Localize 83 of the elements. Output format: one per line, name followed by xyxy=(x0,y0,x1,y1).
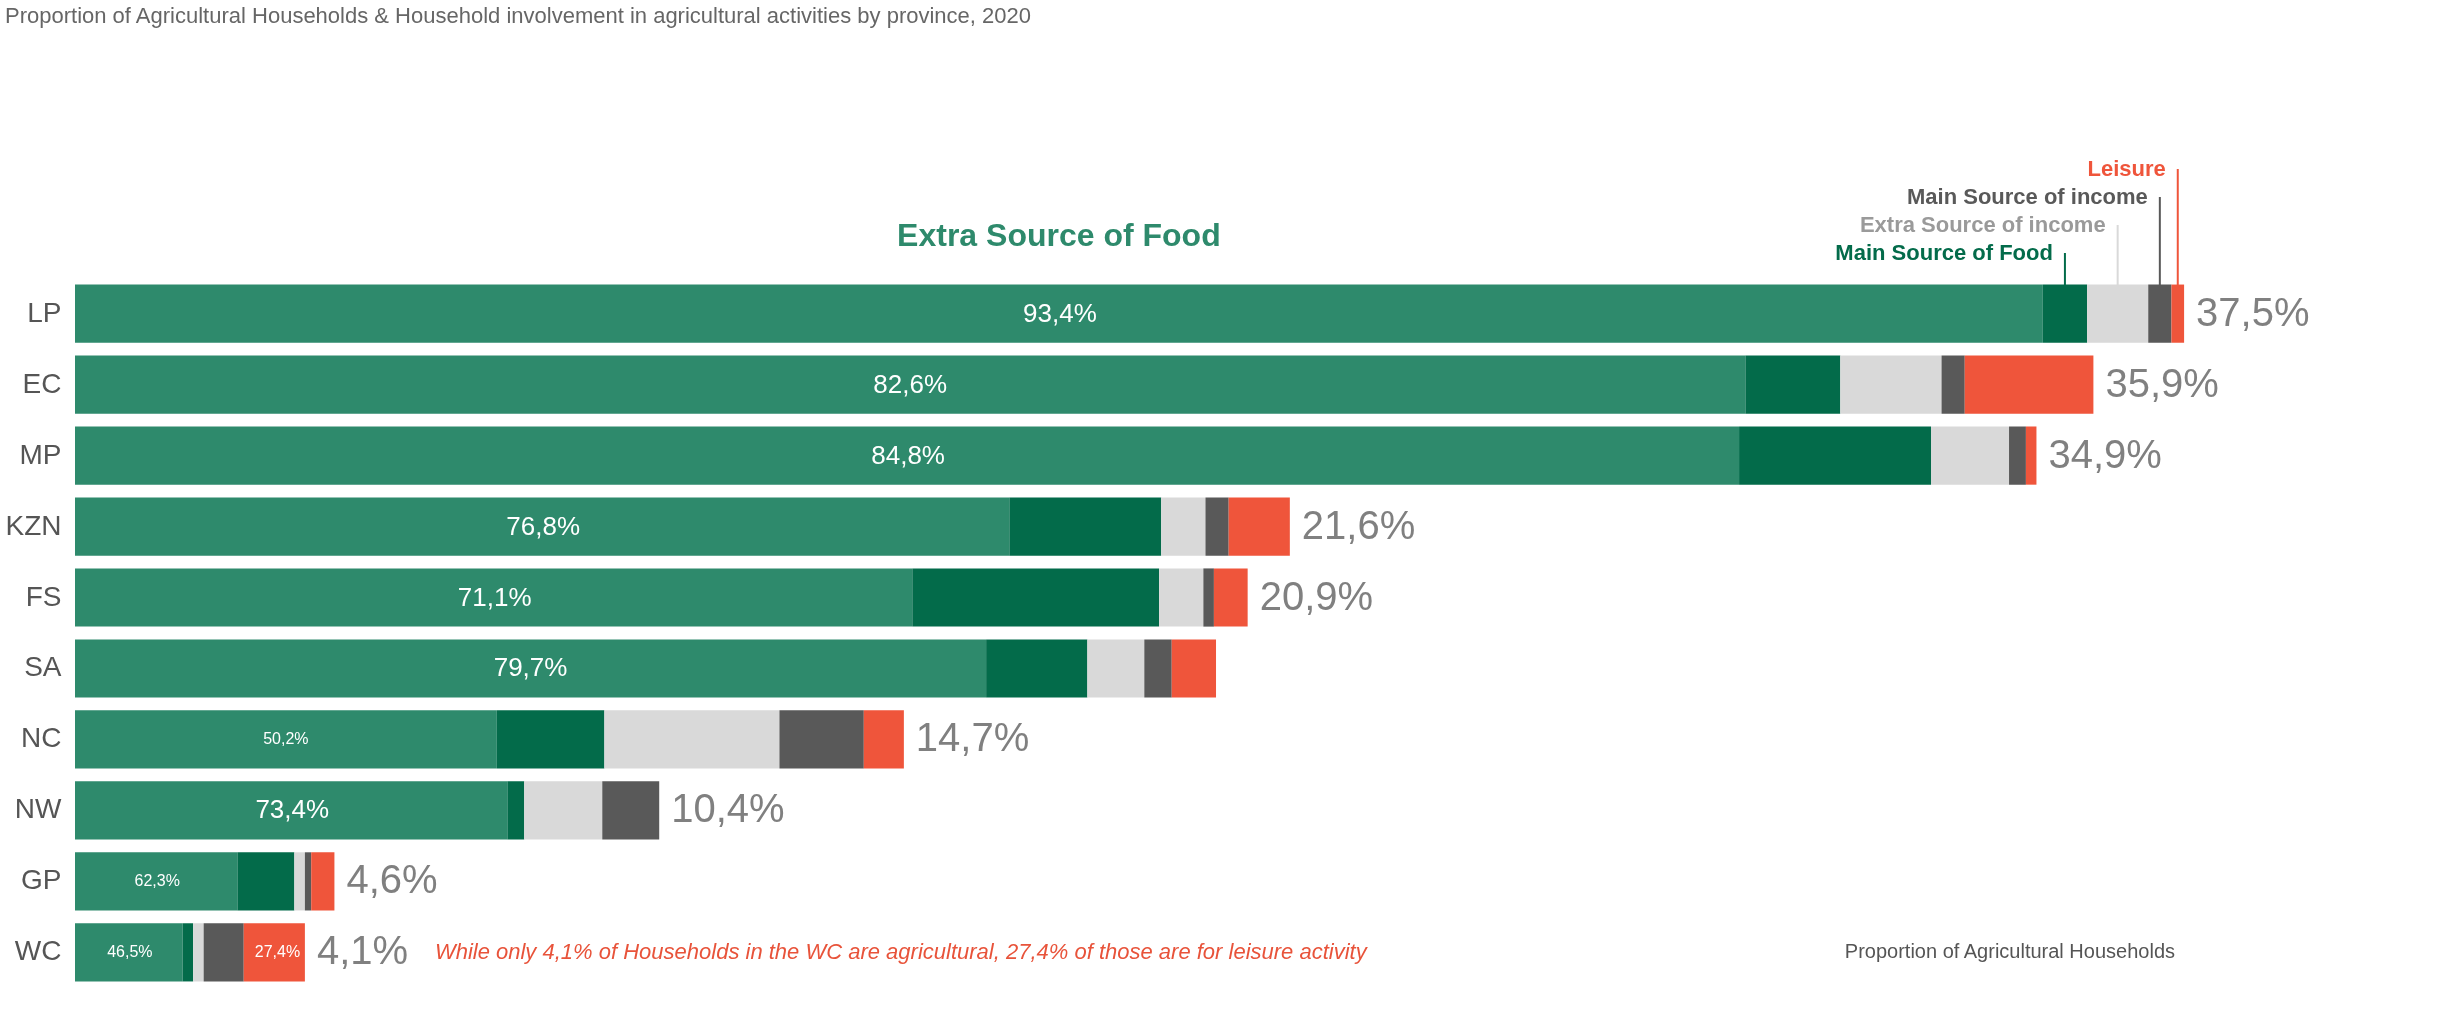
annotation: 4,1% xyxy=(316,928,409,973)
annotation: 14,7% xyxy=(915,715,1030,760)
bar xyxy=(203,923,244,982)
bar xyxy=(1931,426,2010,485)
annotation: 79,7% xyxy=(493,652,568,683)
bar xyxy=(524,781,603,840)
bar xyxy=(1964,355,2094,414)
bar xyxy=(75,923,183,982)
y-tick-label: KZN xyxy=(5,509,62,541)
bar xyxy=(75,426,1740,485)
chart-title: Proportion of Agricultural Households & Household involvement in agricultural activities by province, 2020 xyxy=(5,3,1031,28)
bar xyxy=(294,852,305,911)
bar xyxy=(2025,426,2037,485)
series-label: Main Source of Food xyxy=(1835,240,2053,265)
bar xyxy=(779,710,864,769)
y-tick-label: LP xyxy=(27,296,62,328)
bar xyxy=(1144,639,1172,698)
annotation: 27,4% xyxy=(254,943,301,961)
text: Leisure xyxy=(2087,156,2166,181)
bar xyxy=(75,355,1746,414)
bar xyxy=(304,852,312,911)
annotation: 73,4% xyxy=(255,794,330,825)
annotation: 37,5% xyxy=(2196,289,2310,334)
annotation: 4,6% xyxy=(346,857,438,902)
annotation: 84,8% xyxy=(871,439,945,470)
annotation: 50,2% xyxy=(263,730,309,748)
text: Main Source of income xyxy=(1907,184,2148,209)
annotation: 35,9% xyxy=(2105,360,2219,405)
bar xyxy=(986,639,1088,698)
bar xyxy=(912,568,1160,627)
bar xyxy=(507,781,525,840)
bar xyxy=(75,497,1010,556)
y-tick-label: SA xyxy=(24,651,62,683)
annotation: 62,3% xyxy=(134,872,180,890)
annotation: 20,9% xyxy=(1259,573,1374,618)
y-tick-label: GP xyxy=(21,864,62,896)
bar xyxy=(311,852,335,911)
bar xyxy=(75,284,2043,343)
bar xyxy=(243,923,305,982)
y-tick-label: NW xyxy=(14,793,63,825)
bar xyxy=(496,710,605,769)
bar xyxy=(602,781,660,840)
bar xyxy=(237,852,295,911)
text: Extra Source of income xyxy=(1859,212,2106,237)
y-tick-label: MP xyxy=(19,438,62,470)
annotation: 82,6% xyxy=(873,368,948,399)
y-tick-label: FS xyxy=(25,580,62,612)
bar xyxy=(1213,568,1248,627)
annotation: 71,1% xyxy=(457,581,532,612)
bar xyxy=(75,568,913,627)
bar xyxy=(604,710,780,769)
bar xyxy=(193,923,204,982)
bar xyxy=(1171,639,1217,698)
y-tick-label: NC xyxy=(21,722,62,754)
annotation: Proportion of Agricultural Households xyxy=(1844,940,2175,963)
bar xyxy=(1840,355,1942,414)
annotation: 93,4% xyxy=(1023,297,1097,328)
bar xyxy=(75,710,497,769)
bar xyxy=(1739,426,1931,485)
bar xyxy=(75,781,508,840)
bar xyxy=(1159,568,1204,627)
annotation: 76,8% xyxy=(506,510,581,541)
y-tick-label: WC xyxy=(14,935,62,967)
bar xyxy=(1745,355,1841,414)
annotation: While only 4,1% of Households in the WC are agricultural, 27,4% of those are for leisure activity xyxy=(434,939,1369,965)
bar xyxy=(182,923,194,982)
bar xyxy=(1941,355,1965,414)
annotation: 21,6% xyxy=(1301,502,1416,547)
bar xyxy=(1205,497,1229,556)
y-tick-label: EC xyxy=(22,367,62,399)
bar xyxy=(1087,639,1145,698)
bar xyxy=(2009,426,2026,485)
bar xyxy=(863,710,904,769)
bar xyxy=(1228,497,1290,556)
annotation: 10,4% xyxy=(671,786,785,831)
bar xyxy=(1161,497,1206,556)
bar xyxy=(1009,497,1162,556)
bar xyxy=(75,639,987,698)
annotation: 34,9% xyxy=(2048,431,2162,476)
annotation: 46,5% xyxy=(107,943,153,961)
bar xyxy=(75,852,238,911)
series-label: Extra Source of Food xyxy=(897,217,1221,253)
bar xyxy=(1203,568,1214,627)
